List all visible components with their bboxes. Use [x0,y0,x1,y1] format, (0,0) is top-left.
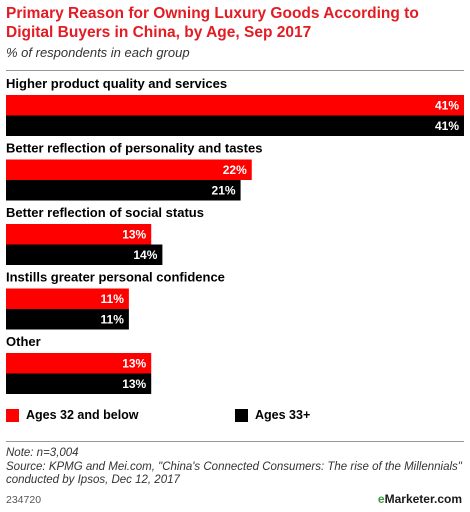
bar [6,244,163,265]
data-label: 21% [212,183,236,197]
data-label: 11% [101,292,125,306]
chart-id: 234720 [6,494,42,506]
legend-label: Ages 32 and below [26,408,139,422]
footnote: Note: n=3,004 Source: KPMG and Mei.com, … [6,447,464,488]
category-label: Higher product quality and services [6,76,227,91]
brand-prefix: e [377,492,385,506]
legend-swatch-black [235,408,248,422]
bar [6,373,152,394]
legend-item-ages-33-plus: Ages 33+ [235,408,310,422]
category-label: Better reflection of social status [6,205,204,220]
bar [6,288,129,309]
data-label: 41% [435,98,459,112]
bar [6,95,464,116]
brand-name: Marketer [384,492,434,506]
data-label: 14% [133,248,157,262]
sample-note: Note: n=3,004 [6,447,79,459]
bar [6,353,152,374]
chart-subtitle: % of respondents in each group [6,45,190,60]
data-label: 22% [223,163,247,177]
bar-chart: Higher product quality and services 41% 41… [6,76,464,394]
bottom-divider [6,441,464,442]
bar [6,224,152,245]
category-label: Better reflection of personality and tas… [6,141,262,156]
bar [6,180,241,201]
brand-suffix: .com [433,492,462,506]
category-label: Other [6,334,41,349]
category-label: Instills greater personal confidence [6,270,225,285]
legend: Ages 32 and below Ages 33+ [6,408,464,426]
top-divider [6,70,464,71]
emarketer-logo: eMarketer.com [378,492,462,506]
legend-item-ages-32-below: Ages 32 and below [6,408,139,422]
bar [6,115,464,136]
source-note: Source: KPMG and Mei.com, "China's Conne… [6,460,462,487]
data-label: 11% [101,312,125,326]
legend-swatch-red [6,408,19,422]
data-label: 13% [122,377,146,391]
legend-label: Ages 33+ [255,408,311,422]
chart-title: Primary Reason for Owning Luxury Goods A… [6,5,419,41]
bar [6,309,129,330]
data-label: 13% [122,227,146,241]
bar [6,159,252,180]
data-label: 41% [435,119,459,133]
data-label: 13% [122,356,146,370]
